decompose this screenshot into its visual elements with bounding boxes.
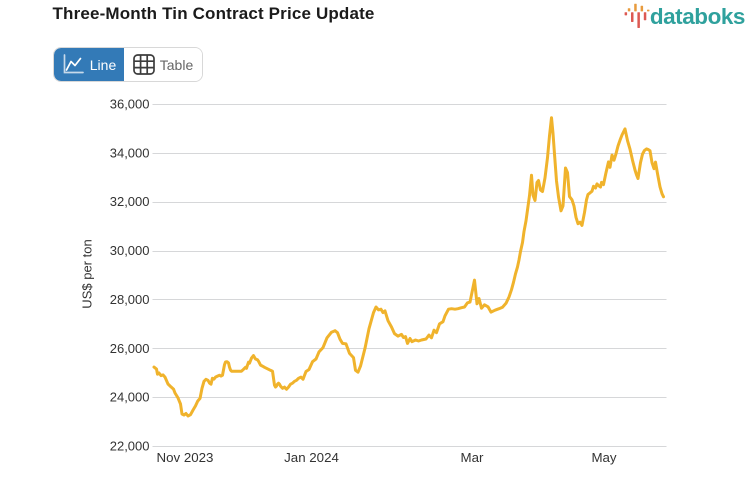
databoks-logo[interactable]: databoks <box>622 0 745 34</box>
line-view-label: Line <box>89 56 117 73</box>
y-tick-label: 30,000 <box>110 243 150 258</box>
line-view-button[interactable]: Line <box>54 48 124 81</box>
y-tick-label: 32,000 <box>110 194 150 209</box>
table-view-label: Table <box>159 56 194 73</box>
y-tick-label: 28,000 <box>110 292 150 307</box>
x-tick-label: Nov 2023 <box>157 450 214 465</box>
x-tick-label: Jan 2024 <box>284 450 339 465</box>
table-view-button[interactable]: Table <box>124 48 202 81</box>
y-tick-label: 26,000 <box>110 341 150 356</box>
price-line-series <box>152 116 665 418</box>
y-tick-label: 24,000 <box>110 390 150 405</box>
line-chart-icon <box>63 54 84 74</box>
databoks-logo-icon <box>624 3 650 28</box>
chart-type-toggle: Line Table <box>53 47 203 82</box>
databoks-logo-text: databoks <box>649 4 746 29</box>
table-icon <box>132 54 155 75</box>
y-tick-label: 22,000 <box>110 439 150 454</box>
y-tick-label: 36,000 <box>110 97 150 112</box>
x-tick-label: May <box>591 450 616 465</box>
y-tick-label: 34,000 <box>110 145 150 160</box>
x-tick-label: Mar <box>461 450 484 465</box>
page-title: Three-Month Tin Contract Price Update <box>52 4 375 23</box>
